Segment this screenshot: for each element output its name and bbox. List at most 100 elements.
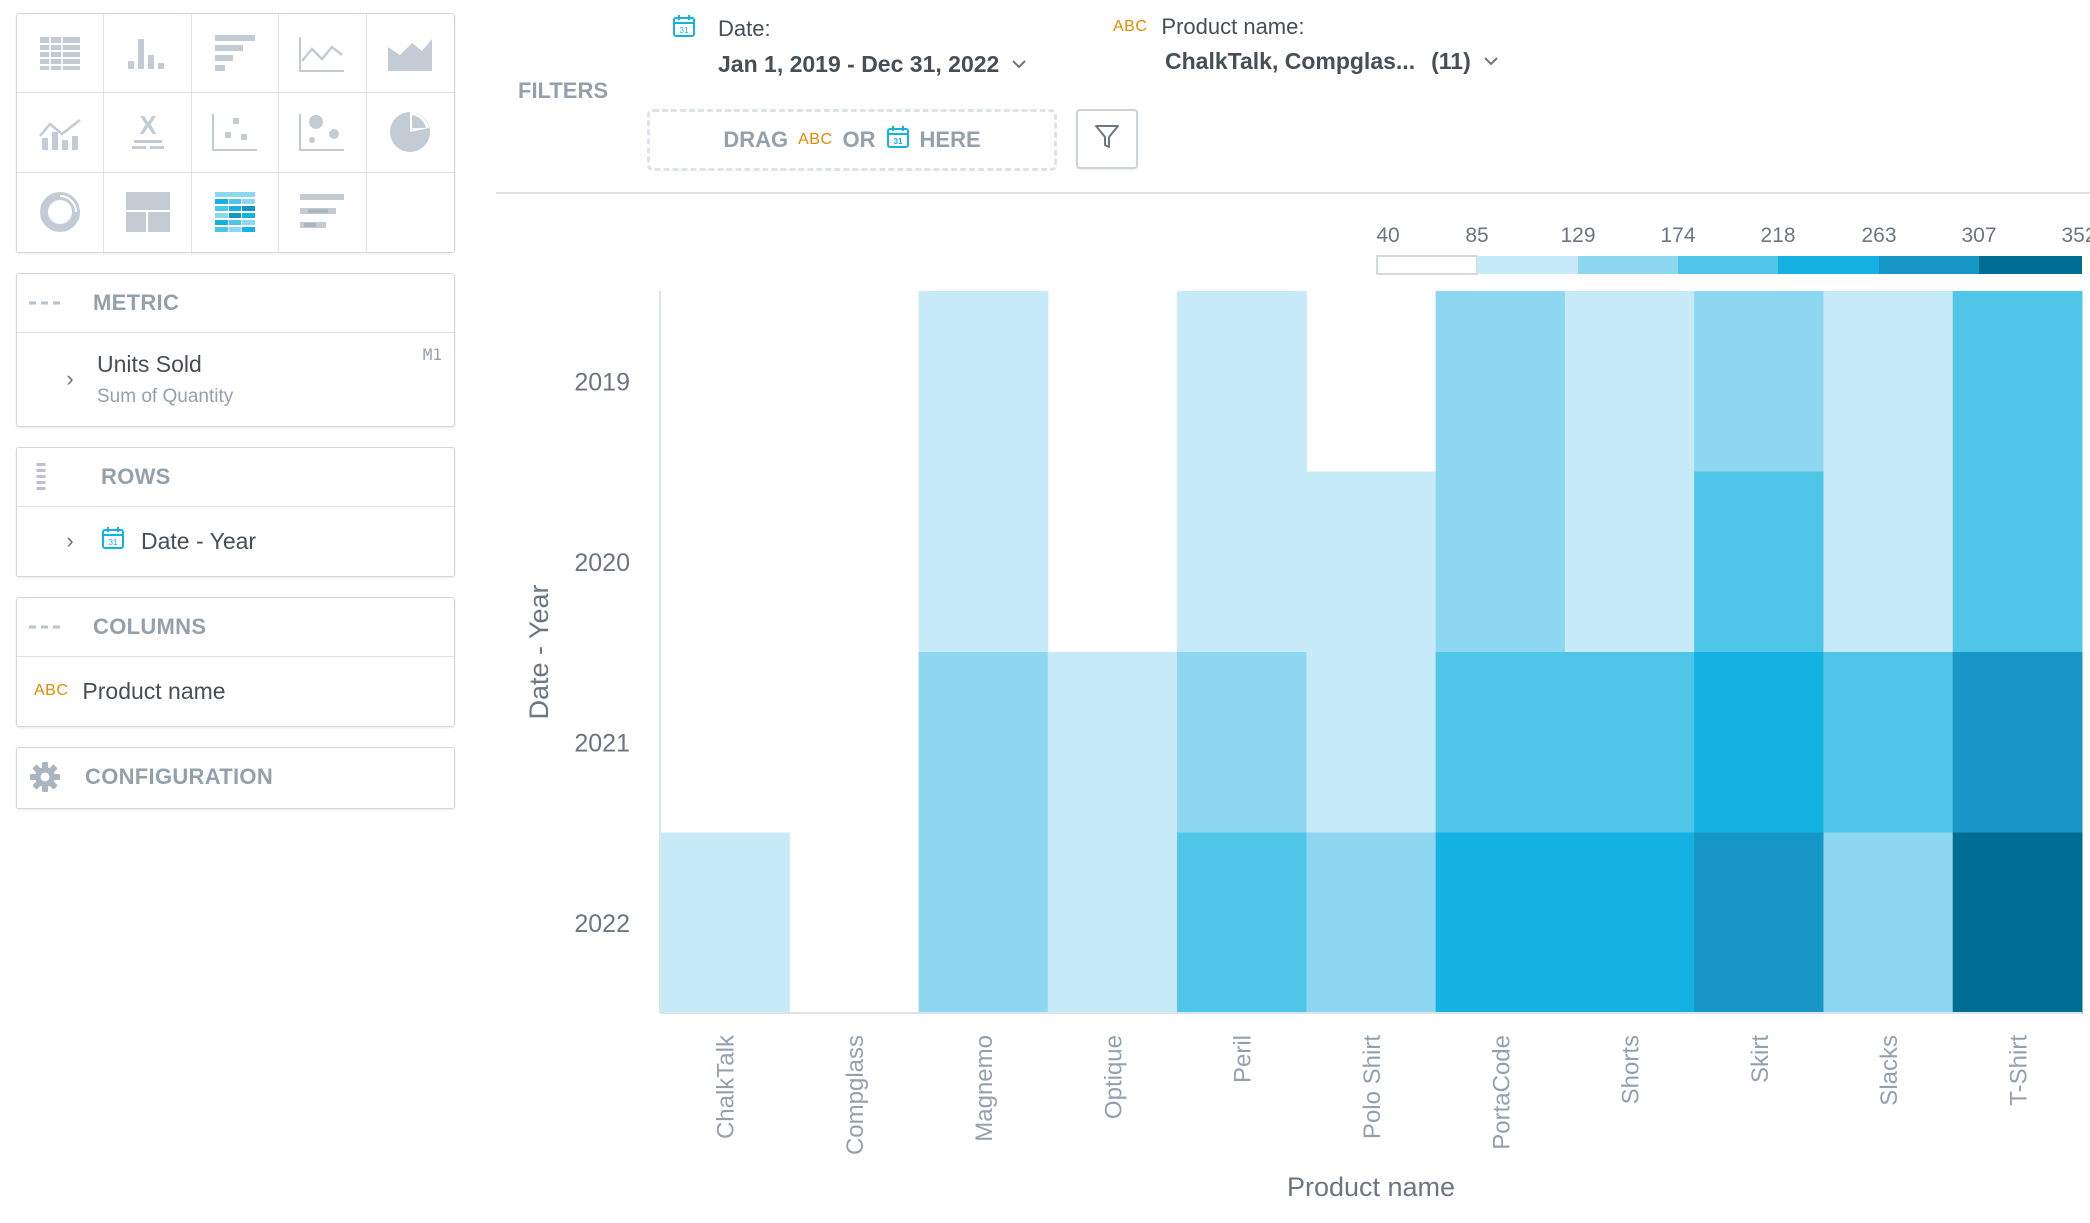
x-axis-title: Product name bbox=[1287, 1172, 1455, 1202]
configuration-section[interactable]: CONFIGURATION bbox=[16, 747, 455, 809]
gear-icon bbox=[29, 761, 65, 793]
metric-section: METRIC › Units Sold Sum of Quantity M1 bbox=[16, 273, 455, 427]
heatmap-cell[interactable] bbox=[1952, 291, 2083, 472]
vis-type-donut[interactable] bbox=[17, 172, 105, 252]
vis-type-bar[interactable] bbox=[191, 14, 280, 94]
vis-type-scatter[interactable] bbox=[191, 93, 280, 173]
treemap-icon bbox=[125, 192, 170, 233]
funnel-icon bbox=[1094, 123, 1120, 156]
calendar-icon: 31 bbox=[101, 526, 125, 556]
legend-swatch bbox=[1879, 256, 1979, 274]
columns-title: COLUMNS bbox=[93, 614, 207, 639]
rows-item-date-year[interactable]: › 31 Date - Year bbox=[17, 507, 454, 575]
scatter-plot-icon bbox=[211, 114, 257, 152]
chevron-right-icon[interactable]: › bbox=[66, 366, 74, 391]
heatmap-cell[interactable] bbox=[1952, 652, 2083, 833]
heatmap-cell[interactable] bbox=[1952, 832, 2083, 1014]
y-tick-label: 2019 bbox=[574, 368, 630, 396]
columns-header: COLUMNS bbox=[17, 598, 454, 657]
heatmap-cell[interactable] bbox=[1306, 832, 1437, 1014]
configuration-header[interactable]: CONFIGURATION bbox=[17, 748, 454, 806]
dashed-line-icon bbox=[29, 300, 65, 306]
vis-type-line[interactable] bbox=[279, 14, 367, 94]
heatmap-cell[interactable] bbox=[1435, 832, 1566, 1014]
heatmap-cell[interactable] bbox=[1564, 832, 1695, 1014]
product-filter[interactable]: ABC Product name: ChalkTalk, Compglas...… bbox=[1113, 14, 1499, 75]
heatmap-cell[interactable] bbox=[1564, 652, 1695, 833]
chevron-down-icon[interactable] bbox=[1011, 56, 1027, 74]
x-tick-label: Optique bbox=[1100, 1035, 1127, 1119]
vis-type-headline[interactable]: X bbox=[104, 93, 192, 173]
heatmap-cell[interactable] bbox=[1952, 471, 2083, 653]
heatmap-cell[interactable] bbox=[1694, 291, 1824, 472]
legend-swatch bbox=[1376, 255, 1478, 275]
heatmap-cell[interactable] bbox=[1823, 652, 1954, 833]
filter-divider bbox=[496, 192, 2090, 194]
x-tick-label: Magnemo bbox=[971, 1035, 998, 1142]
heatmap-cell[interactable] bbox=[1823, 471, 1954, 653]
x-tick-label: Polo Shirt bbox=[1359, 1035, 1386, 1139]
legend-tick-label: 263 bbox=[1861, 224, 1896, 247]
metric-item-units-sold[interactable]: › Units Sold Sum of Quantity M1 bbox=[17, 333, 454, 425]
heatmap-cell[interactable] bbox=[1435, 291, 1566, 472]
heatmap-cell[interactable] bbox=[1047, 832, 1178, 1014]
heatmap-cell[interactable] bbox=[1694, 832, 1824, 1014]
heatmap-cell[interactable] bbox=[1177, 471, 1307, 653]
date-filter-label: Date: bbox=[718, 15, 771, 41]
heatmap-cell[interactable] bbox=[1823, 291, 1954, 472]
heatmap-cell[interactable] bbox=[1047, 652, 1178, 833]
visualization-picker: X bbox=[16, 13, 455, 253]
heatmap-icon bbox=[214, 192, 255, 233]
heatmap-cell[interactable] bbox=[1177, 291, 1307, 472]
legend-tick-label: 174 bbox=[1660, 224, 1695, 247]
legend-tick-label: 307 bbox=[1961, 224, 1996, 247]
chevron-down-icon[interactable] bbox=[1483, 53, 1499, 71]
heatmap-cell[interactable] bbox=[660, 832, 790, 1014]
x-tick-label: Skirt bbox=[1747, 1035, 1774, 1083]
heatmap-cell[interactable] bbox=[918, 832, 1049, 1014]
line-chart-icon bbox=[299, 37, 345, 73]
heatmap-cell[interactable] bbox=[918, 471, 1049, 653]
rows-section: ROWS › 31 Date - Year bbox=[16, 447, 455, 577]
metric-title: METRIC bbox=[93, 290, 180, 315]
vis-type-heatmap[interactable] bbox=[192, 172, 280, 252]
heatmap-cell[interactable] bbox=[1564, 471, 1695, 653]
legend-swatch bbox=[1979, 256, 2082, 274]
y-tick-label: 2020 bbox=[574, 549, 630, 577]
columns-item-label: Product name bbox=[82, 677, 226, 704]
heatmap-cell[interactable] bbox=[1435, 652, 1566, 833]
drop-zone-here: HERE bbox=[919, 127, 981, 152]
legend-tick-label: 352 bbox=[2061, 224, 2090, 247]
columns-item-product-name[interactable]: ABC Product name bbox=[17, 657, 454, 725]
heatmap-cell[interactable] bbox=[1823, 832, 1954, 1014]
headline-icon: X bbox=[131, 110, 164, 150]
heatmap-cell[interactable] bbox=[1306, 652, 1437, 833]
vis-type-bubble[interactable] bbox=[279, 93, 367, 173]
heatmap-cell[interactable] bbox=[1564, 291, 1695, 472]
heatmap-cell[interactable] bbox=[1306, 471, 1437, 653]
vis-type-column[interactable] bbox=[104, 14, 192, 94]
heatmap-cell[interactable] bbox=[1177, 652, 1307, 833]
drop-zone-or: OR bbox=[842, 127, 876, 152]
vis-type-table[interactable] bbox=[17, 14, 105, 94]
heatmap-cell[interactable] bbox=[918, 291, 1049, 472]
legend-swatch bbox=[1477, 256, 1578, 274]
vis-type-combo[interactable] bbox=[17, 93, 105, 173]
filter-button[interactable] bbox=[1076, 109, 1138, 169]
heatmap-cell[interactable] bbox=[1694, 652, 1824, 833]
x-tick-label: PortaCode bbox=[1488, 1035, 1515, 1150]
vis-type-treemap[interactable] bbox=[104, 172, 192, 252]
heatmap-cell[interactable] bbox=[918, 652, 1049, 833]
vis-type-area[interactable] bbox=[366, 14, 454, 94]
heatmap-cell[interactable] bbox=[1694, 471, 1824, 653]
filter-drop-zone[interactable]: DRAG ABC OR 31 HERE bbox=[647, 109, 1057, 171]
heatmap-cell[interactable] bbox=[1177, 832, 1307, 1014]
chevron-right-icon[interactable]: › bbox=[66, 528, 74, 553]
vis-type-pie[interactable] bbox=[366, 93, 454, 173]
vis-type-bullet[interactable] bbox=[279, 172, 367, 252]
drop-zone-text: DRAG bbox=[723, 127, 789, 152]
date-filter-value: Jan 1, 2019 - Dec 31, 2022 bbox=[718, 51, 1000, 77]
heatmap-cell[interactable] bbox=[1435, 471, 1566, 653]
date-filter[interactable]: 31 Date: Jan 1, 2019 - Dec 31, 2022 bbox=[672, 14, 1027, 78]
